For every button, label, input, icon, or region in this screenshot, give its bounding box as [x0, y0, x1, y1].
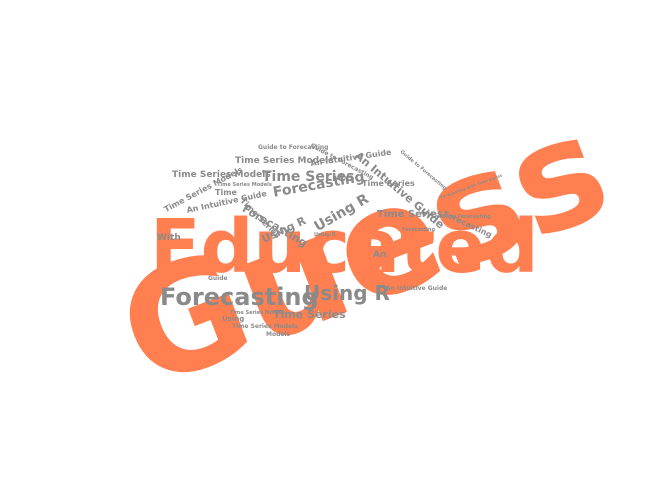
word-guide: Guide [208, 275, 228, 282]
word-an: An [373, 250, 387, 260]
word-with: With [157, 233, 181, 243]
word-time-series-models-top: Time Series Models [235, 156, 334, 166]
word-time-series-models-left: Time Series Models [172, 170, 271, 180]
word-time-series-mid: Time Series [262, 169, 355, 185]
word-time-series-small: Time Series [362, 179, 415, 188]
word-time: Time [215, 188, 237, 197]
word-educated: Educated [150, 204, 539, 290]
word-time-series-lower: Time Series [273, 308, 346, 321]
word-an-intuitive-guide-lower: An Intuitive Guide [386, 285, 448, 292]
word-time-series-models-small: Time Series Models [217, 182, 272, 188]
word-guide-to-forecasting-top: Guide to Forecasting [258, 144, 329, 151]
word-guide-to-forecasting-tiny: Guide to Forecasting [432, 214, 491, 220]
word-time-series-models-lower: Time Series Models [232, 323, 298, 330]
word-using: Using [222, 315, 245, 323]
word-forecasting-big: Forecasting [160, 283, 319, 311]
word-models: Models [266, 331, 291, 338]
word-time-series-right: Time Series [377, 209, 444, 220]
word-time-series-models-tiny: Time Series Models [230, 310, 285, 316]
word-using-r-big: Using R [304, 281, 390, 305]
word-using-r-tiny: Using R [314, 232, 336, 238]
word-forecasting-tiny: Forecasting [402, 227, 436, 233]
